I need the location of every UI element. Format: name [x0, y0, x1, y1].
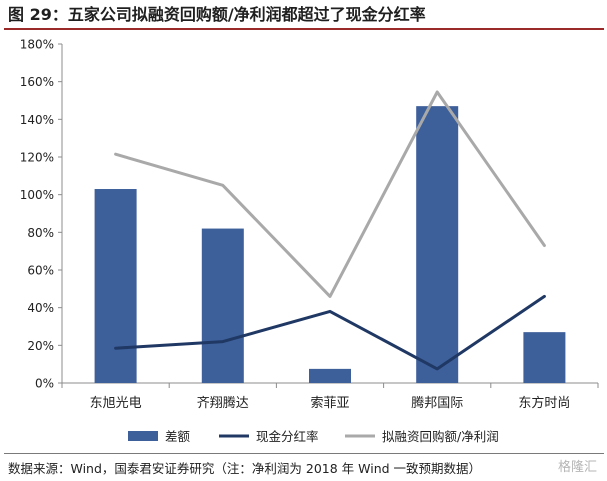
y-tick-label: 180%	[20, 38, 54, 52]
y-tick-label: 60%	[27, 264, 54, 278]
bar-series	[94, 106, 566, 384]
x-tick-label: 东方时尚	[518, 395, 570, 411]
y-tick-label: 120%	[20, 151, 54, 165]
legend-swatch	[128, 431, 158, 441]
y-tick-label: 160%	[20, 75, 54, 89]
bar	[309, 368, 351, 383]
x-tick-label: 东旭光电	[90, 396, 142, 411]
y-tick-label: 80%	[27, 226, 54, 240]
x-tick-label: 索菲亚	[310, 396, 349, 411]
y-tick-label: 100%	[20, 188, 54, 202]
y-tick-labels: 0% 20% 40% 60% 80% 100% 120% 140% 160% 180%	[20, 38, 54, 391]
bar	[94, 189, 137, 383]
y-tick-label: 140%	[20, 113, 54, 127]
source-divider	[4, 453, 604, 454]
x-tick-labels: 东旭光电 齐翔腾达 索菲亚 腾邦国际 东方时尚	[90, 395, 571, 411]
source-note: 数据来源：Wind，国泰君安证券研究（注：净利润为 2018 年 Wind 一致…	[8, 461, 482, 476]
series-line	[114, 90, 546, 298]
chart-axes	[58, 43, 599, 388]
figure-title: 图 29：五家公司拟融资回购额/净利润都超过了现金分红率	[8, 5, 426, 24]
x-tick-label: 腾邦国际	[411, 395, 463, 411]
bar	[416, 106, 459, 384]
x-tick-label: 齐翔腾达	[197, 395, 249, 411]
title-divider	[4, 28, 604, 30]
bar	[201, 228, 244, 383]
chart: 0% 20% 40% 60% 80% 100% 120% 140% 160% 180% 东旭光电 齐…	[20, 38, 599, 444]
y-tick-label: 40%	[27, 301, 54, 315]
legend-label: 拟融资回购额/净利润	[382, 429, 499, 444]
y-tick-label: 20%	[27, 339, 54, 353]
y-tick-label: 0%	[35, 377, 54, 391]
watermark: 格隆汇	[557, 460, 597, 475]
series-line	[114, 294, 546, 371]
chart-legend: 差额 现金分红率 拟融资回购额/净利润	[128, 429, 499, 444]
legend-label: 差额	[165, 429, 191, 444]
bar	[523, 332, 566, 383]
legend-label: 现金分红率	[256, 429, 319, 444]
line-series	[114, 90, 546, 371]
